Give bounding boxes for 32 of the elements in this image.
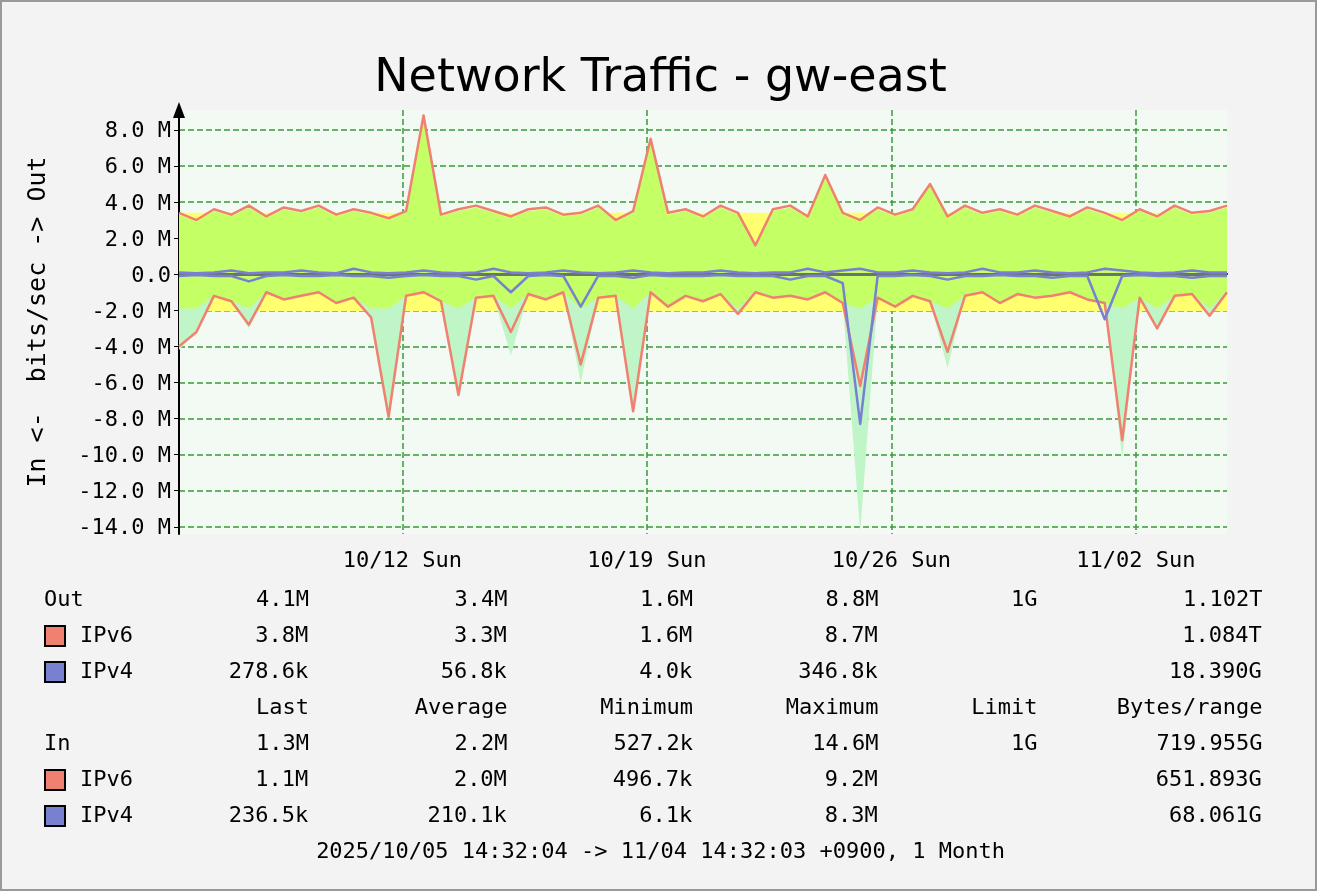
- y-tick-label: -2.0 M: [91, 297, 171, 323]
- text: Last Average Minimum Maximum Limit Bytes/range: [254, 693, 1263, 721]
- y-tick-label: 6.0 M: [104, 153, 171, 179]
- text: In 1.3M 2.2M 527.2k 14.6M 1G 719.955G: [44, 729, 1263, 757]
- legend-label: IPv4: [80, 801, 133, 829]
- y-tick-label: -6.0 M: [91, 369, 171, 395]
- text: 1.1M 2.0M 496.7k 9.2M 651.893G: [254, 765, 1262, 793]
- y-tick-label: 4.0 M: [104, 189, 171, 215]
- y-tick-label: -10.0 M: [78, 442, 171, 468]
- text: 236.5k 210.1k 6.1k 8.3M 68.061G: [227, 801, 1262, 829]
- y-tick-label: 8.0 M: [104, 117, 171, 143]
- legend-label: IPv6: [80, 765, 133, 793]
- text: 278.6k 56.8k 4.0k 346.8k 18.390G: [227, 657, 1262, 685]
- x-tick-label: 10/12 Sun: [342, 546, 462, 572]
- y-tick-label: 2.0 M: [104, 225, 171, 251]
- y-axis-title: In <- bits/sec -> Out: [22, 156, 51, 488]
- text: Out 4.1M 3.4M 1.6M 8.8M 1G 1.102T: [44, 585, 1263, 613]
- y-tick-label: -4.0 M: [91, 333, 171, 359]
- y-tick-label: -14.0 M: [78, 514, 171, 540]
- legend-label: IPv6: [80, 621, 133, 649]
- x-tick-label: 10/19 Sun: [587, 546, 707, 572]
- line-series: [177, 114, 1229, 247]
- x-tick-label: 11/02 Sun: [1076, 546, 1196, 572]
- chart-title: Network Traffic - gw-east: [374, 48, 947, 102]
- text: 2025/10/05 14:32:04 -> 11/04 14:32:03 +0900, 1 Month: [315, 837, 1006, 865]
- x-tick-label: 10/26 Sun: [831, 546, 952, 572]
- line-series: [177, 290, 1229, 442]
- y-tick-label: -12.0 M: [78, 478, 171, 504]
- y-tick-label: -8.0 M: [91, 406, 171, 432]
- text: 3.8M 3.3M 1.6M 8.7M 1.084T: [254, 621, 1262, 649]
- legend-label: IPv4: [80, 657, 133, 685]
- y-tick-label: 0.0: [131, 261, 171, 287]
